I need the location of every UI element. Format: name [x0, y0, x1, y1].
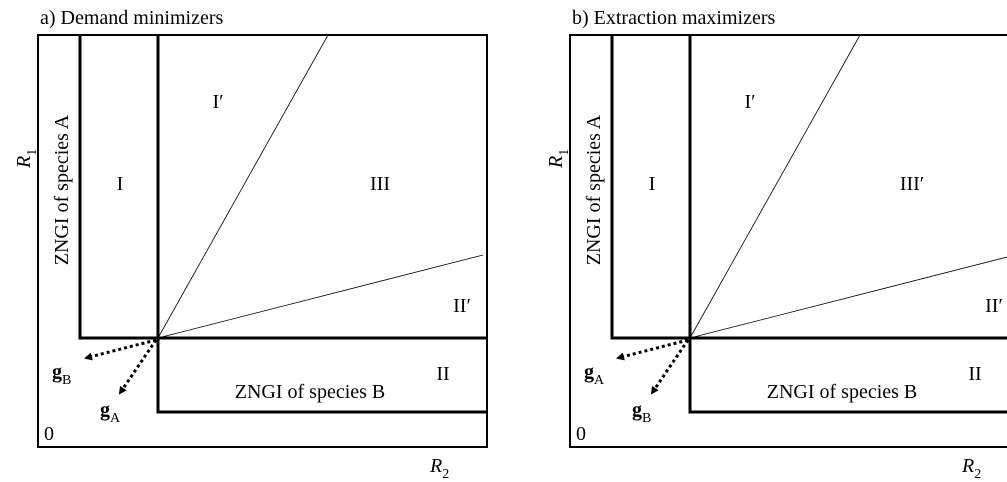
vector-label-symbol: g: [584, 361, 594, 383]
panel-title: b) Extraction maximizers: [572, 7, 775, 29]
zngi-b-label: ZNGI of species B: [235, 381, 386, 403]
zngi-a-line: [610, 35, 1007, 340]
vector-label-symbol: g: [100, 399, 110, 421]
vector-label-subscript: B: [642, 411, 651, 426]
region-label: II: [968, 363, 981, 385]
x-axis-label-subscript: 2: [442, 467, 449, 482]
vector-label-symbol: g: [52, 361, 62, 383]
zngi-b-line: [156, 35, 487, 414]
region-label: III′: [900, 173, 924, 195]
vector-arrow: [616, 338, 689, 361]
region-label: I′: [744, 91, 755, 113]
axes-box: [569, 34, 1007, 448]
vector-label-subscript: A: [110, 411, 121, 426]
region-label: I: [649, 173, 656, 195]
origin-label: 0: [44, 423, 54, 445]
y-axis-label: R1: [13, 149, 40, 169]
x-axis-label-symbol: R: [961, 455, 974, 477]
vector-label: gA: [584, 361, 605, 388]
vector-arrow: [84, 338, 157, 361]
boundary-line: [689, 256, 1007, 339]
x-axis-label-symbol: R: [429, 455, 442, 477]
origin-label: 0: [576, 423, 586, 445]
zngi-b-label: ZNGI of species B: [767, 381, 918, 403]
zngi-a-label: ZNGI of species A: [51, 114, 73, 265]
region-label: II′: [985, 295, 1003, 317]
vector-label-subscript: A: [594, 373, 605, 388]
x-axis-label: R2: [429, 455, 449, 482]
vector-label: gB: [632, 399, 651, 426]
zngi-a-line: [78, 35, 487, 340]
boundary-line: [689, 34, 861, 339]
region-label: III: [370, 173, 390, 195]
panel-title: a) Demand minimizers: [40, 7, 223, 29]
x-axis-label-subscript: 2: [974, 467, 981, 482]
zngi-b-line: [688, 35, 1007, 414]
y-axis-label: R1: [545, 149, 572, 169]
vector-label: gB: [52, 361, 71, 388]
vector-arrow: [650, 339, 690, 395]
vector-label-symbol: g: [632, 399, 642, 421]
zngi-a-label: ZNGI of species A: [583, 114, 605, 265]
boundary-line: [157, 34, 329, 339]
y-axis-label-subscript: 1: [557, 149, 572, 156]
x-axis-label: R2: [961, 455, 981, 482]
y-axis-label-subscript: 1: [25, 149, 40, 156]
boundary-line: [157, 254, 484, 339]
vector-arrow: [118, 339, 158, 395]
region-label: I: [117, 173, 124, 195]
vector-label-subscript: B: [62, 373, 71, 388]
y-axis-label-symbol: R: [13, 156, 35, 169]
y-axis-label-symbol: R: [545, 156, 567, 169]
vector-label: gA: [100, 399, 121, 426]
region-label: I′: [212, 91, 223, 113]
region-label: II′: [453, 295, 471, 317]
axes-box: [37, 34, 488, 448]
region-label: II: [436, 363, 449, 385]
